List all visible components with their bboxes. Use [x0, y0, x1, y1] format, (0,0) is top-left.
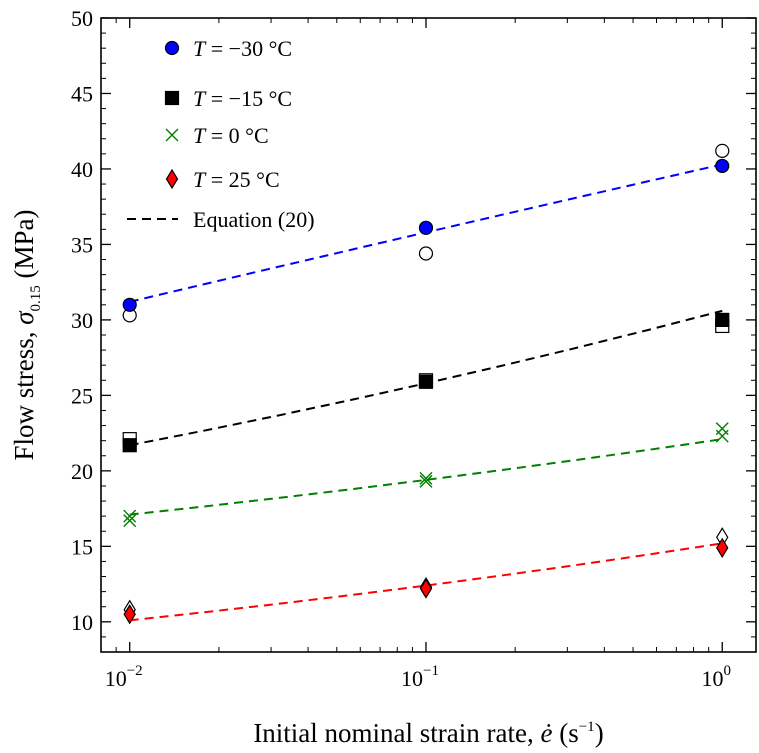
legend-label-0: T = −30 °C — [193, 36, 292, 61]
legend-label-var: T — [193, 167, 207, 192]
plot-frame — [100, 17, 757, 653]
y-tick-label-1: 15 — [71, 534, 93, 559]
open-point-0-1 — [418, 246, 434, 261]
legend-label-var: T — [193, 86, 207, 111]
y-tick-label-3: 25 — [71, 383, 93, 408]
y-axis-label-sub: 0.15 — [28, 285, 44, 311]
x-axis-label: Initial nominal strain rate, ė (s−1) — [253, 718, 603, 748]
open-point-2-1 — [419, 471, 433, 485]
legend-label-rest: = 0 °C — [205, 123, 268, 148]
legend-label-1: T = −15 °C — [193, 86, 292, 111]
x-tick-exp: −1 — [423, 663, 439, 679]
legend-label-rest: = −30 °C — [205, 36, 292, 61]
y-tick-label-8: 50 — [71, 6, 93, 31]
filled-point-3-2 — [716, 537, 729, 558]
fit-curve-2 — [129, 438, 723, 516]
legend: T = −30 °CT = −15 °CT = 0 °CT = 25 °CEqu… — [127, 36, 315, 232]
open-point-2-0 — [123, 509, 137, 523]
legend-marker-3 — [165, 168, 179, 190]
x-tick-label-2: 100 — [701, 663, 731, 691]
x-tick-base: 10 — [401, 666, 423, 691]
filled-point-1-0 — [122, 438, 137, 453]
legend-label-var: T — [193, 36, 207, 61]
x-axis-label-symbol: ė — [540, 718, 552, 748]
filled-point-2-1 — [419, 474, 433, 488]
legend-label-3: T = 25 °C — [193, 167, 280, 192]
filled-markers — [122, 158, 730, 625]
y-tick-label-5: 35 — [71, 232, 93, 257]
fit-curve-3 — [129, 542, 723, 622]
y-tick-label-0: 10 — [71, 610, 93, 635]
filled-point-1-1 — [418, 374, 434, 389]
legend-label-rest: = −15 °C — [205, 86, 292, 111]
legend-label-var: T — [193, 123, 207, 148]
legend-equation-label: Equation (20) — [193, 207, 315, 232]
x-axis-label-unit-sup: −1 — [579, 719, 595, 735]
x-tick-base: 10 — [105, 666, 127, 691]
open-point-0-2 — [715, 143, 730, 158]
legend-label-2: T = 0 °C — [193, 123, 269, 148]
x-axis-label-unit-close: ) — [595, 718, 604, 748]
filled-point-2-2 — [715, 429, 729, 443]
filled-point-1-2 — [715, 312, 730, 328]
filled-point-3-1 — [419, 578, 433, 599]
legend-marker-2 — [165, 128, 179, 142]
legend-label-rest: = 25 °C — [205, 167, 279, 192]
filled-point-0-1 — [418, 220, 434, 235]
y-axis-label-main: Flow stress, — [9, 325, 39, 461]
x-axis-label-unit-open: (s — [552, 718, 578, 748]
x-tick-base: 10 — [701, 666, 723, 691]
x-axis-label-main: Initial nominal strain rate, — [253, 718, 540, 748]
legend-marker-1 — [164, 90, 180, 106]
y-axis-label-symbol: σ — [9, 310, 39, 325]
x-tick-label-1: 10−1 — [401, 663, 439, 691]
y-tick-label-2: 20 — [71, 459, 93, 484]
y-axis-label: Flow stress, σ0.15 (MPa) — [9, 209, 44, 460]
filled-point-0-2 — [715, 158, 730, 174]
x-tick-label-0: 10−2 — [105, 663, 143, 691]
filled-point-0-0 — [122, 297, 137, 312]
filled-point-3-0 — [123, 604, 136, 625]
x-tick-exp: −2 — [127, 663, 143, 679]
legend-marker-0 — [164, 40, 180, 56]
y-axis-label-unit: (MPa) — [9, 209, 39, 285]
x-tick-exp: 0 — [723, 663, 731, 679]
y-tick-label-7: 45 — [71, 81, 93, 106]
y-tick-label-4: 30 — [71, 308, 93, 333]
filled-point-2-0 — [123, 514, 137, 528]
y-tick-label-6: 40 — [71, 157, 93, 182]
